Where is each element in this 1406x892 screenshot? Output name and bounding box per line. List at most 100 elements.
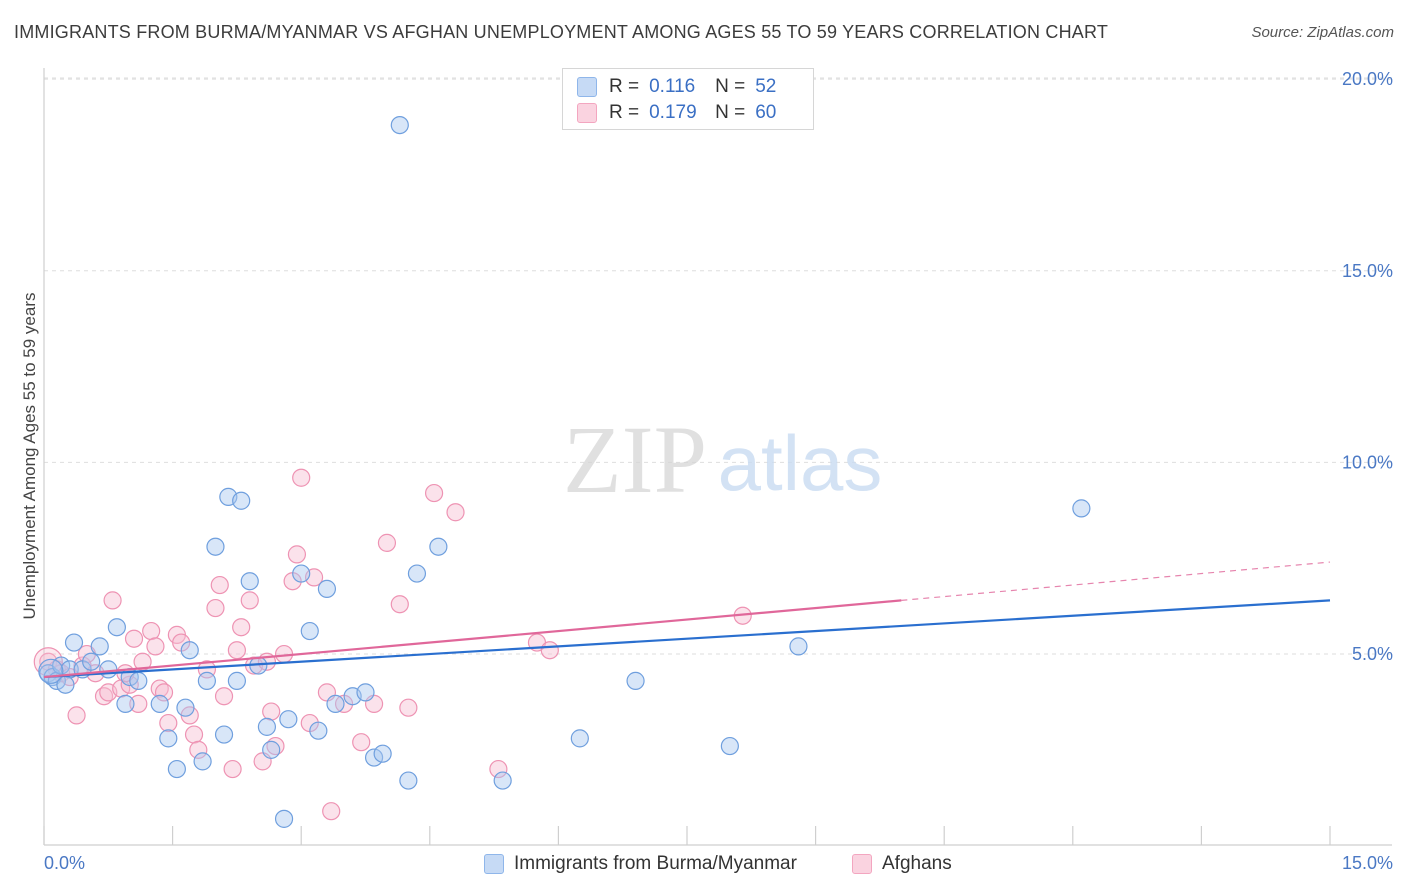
burma-point bbox=[206, 537, 225, 556]
y-tick-label: 10.0% bbox=[1342, 452, 1393, 472]
burma-point bbox=[90, 637, 109, 656]
burma-point bbox=[167, 759, 186, 779]
afghans-point bbox=[103, 591, 122, 610]
burma-point bbox=[1072, 499, 1091, 518]
burma-point bbox=[107, 618, 126, 637]
burma-point bbox=[274, 809, 294, 828]
afghans-point bbox=[124, 629, 144, 648]
burma-point bbox=[373, 744, 392, 763]
afghans-point bbox=[292, 468, 311, 487]
stats-swatch-burma bbox=[577, 77, 597, 97]
burma-point-large bbox=[38, 658, 64, 684]
afghans-point bbox=[390, 595, 409, 614]
afghans-point bbox=[540, 641, 559, 660]
burma-point bbox=[356, 683, 375, 702]
legend-label-burma: Immigrants from Burma/Myanmar bbox=[514, 853, 797, 874]
r-label: R = bbox=[609, 102, 640, 123]
burma-point bbox=[309, 721, 328, 740]
afghans-point bbox=[232, 618, 251, 637]
afghans-point bbox=[154, 683, 174, 702]
afghans-point bbox=[223, 759, 242, 779]
afghans-point bbox=[184, 725, 204, 744]
burma-point bbox=[300, 621, 319, 641]
burma-point bbox=[262, 740, 281, 759]
burma-point bbox=[720, 736, 739, 756]
burma-point bbox=[116, 694, 135, 713]
n-label: N = bbox=[715, 102, 746, 123]
afghans-point bbox=[67, 706, 86, 725]
burma-point bbox=[82, 652, 101, 671]
burma-point bbox=[399, 771, 418, 790]
y-tick-label: 15.0% bbox=[1342, 261, 1393, 281]
burma-point bbox=[227, 671, 246, 690]
burma-point bbox=[214, 725, 234, 744]
r-value: 0.116 bbox=[649, 76, 696, 97]
afghans-point bbox=[129, 694, 148, 713]
afghans-point bbox=[189, 740, 208, 759]
burma-point bbox=[176, 698, 195, 717]
burma-point bbox=[364, 748, 384, 767]
burma-point bbox=[317, 579, 337, 598]
burma-point bbox=[390, 115, 409, 135]
burma-point bbox=[429, 537, 448, 556]
burma-point bbox=[626, 671, 645, 690]
afghans-point bbox=[352, 733, 371, 752]
afghans-point bbox=[210, 575, 229, 595]
afghans-point bbox=[159, 713, 178, 733]
afghans-point bbox=[446, 503, 465, 522]
burma-point bbox=[493, 771, 512, 790]
burma-point bbox=[129, 671, 148, 690]
burma-point bbox=[150, 694, 169, 713]
legend-label-afghans: Afghans bbox=[882, 853, 952, 874]
burma-point bbox=[570, 729, 589, 748]
afghans-point bbox=[287, 545, 307, 564]
afghans-point bbox=[399, 698, 418, 717]
legend-swatch-afghans bbox=[852, 854, 872, 874]
burma-point bbox=[292, 564, 311, 583]
afghans-point bbox=[240, 591, 259, 610]
legend-swatch-burma bbox=[484, 854, 504, 874]
afghans-points bbox=[33, 468, 752, 821]
source-label: Source: ZipAtlas.com bbox=[1251, 24, 1394, 41]
afghans-point bbox=[377, 533, 397, 552]
afghans-point bbox=[214, 687, 234, 706]
afghans-point bbox=[227, 641, 246, 660]
watermark-zip: ZIP bbox=[563, 406, 707, 513]
chart-title: IMMIGRANTS FROM BURMA/MYANMAR VS AFGHAN … bbox=[14, 22, 1109, 42]
legend-item-afghans[interactable]: Afghans bbox=[852, 853, 952, 875]
burma-trend-line bbox=[43, 599, 1331, 679]
afghans-point bbox=[424, 483, 444, 503]
gridlines bbox=[44, 77, 1392, 655]
n-value: 60 bbox=[755, 102, 777, 123]
trend-lines bbox=[43, 561, 1331, 679]
afghans-point bbox=[262, 702, 281, 721]
afghans-point bbox=[322, 802, 341, 821]
tick-labels: 5.0% 10.0% 15.0% 20.0% 0.0% 15.0% bbox=[44, 69, 1393, 873]
burma-point bbox=[279, 710, 298, 729]
burma-point bbox=[193, 752, 212, 771]
burma-point bbox=[159, 729, 178, 748]
burma-point bbox=[64, 633, 84, 652]
n-label: N = bbox=[715, 76, 746, 97]
axes bbox=[43, 68, 1392, 846]
burma-point bbox=[326, 694, 345, 713]
afghans-point bbox=[489, 759, 508, 779]
burma-point bbox=[789, 637, 808, 656]
stats-row-burma: R = 0.116 N = 52 bbox=[577, 74, 776, 100]
stats-row-afghans: R = 0.179 N = 60 bbox=[577, 100, 777, 126]
stats-legend: R = 0.116 N = 52 R = 0.179 N = 60 bbox=[562, 68, 814, 130]
legend-item-burma[interactable]: Immigrants from Burma/Myanmar bbox=[484, 853, 797, 875]
x-tick-label-max: 15.0% bbox=[1342, 853, 1393, 873]
watermark-atlas: atlas bbox=[718, 419, 883, 507]
afghans-trend-extension bbox=[901, 561, 1331, 601]
y-tick-label: 5.0% bbox=[1352, 644, 1393, 664]
r-value: 0.179 bbox=[649, 102, 697, 123]
burma-point bbox=[407, 564, 427, 583]
burma-point bbox=[180, 641, 199, 660]
stats-swatch-afghans bbox=[577, 103, 597, 123]
afghans-point bbox=[206, 598, 225, 618]
afghans-point bbox=[146, 637, 165, 656]
afghans-point bbox=[120, 675, 139, 694]
burma-point bbox=[197, 671, 216, 690]
